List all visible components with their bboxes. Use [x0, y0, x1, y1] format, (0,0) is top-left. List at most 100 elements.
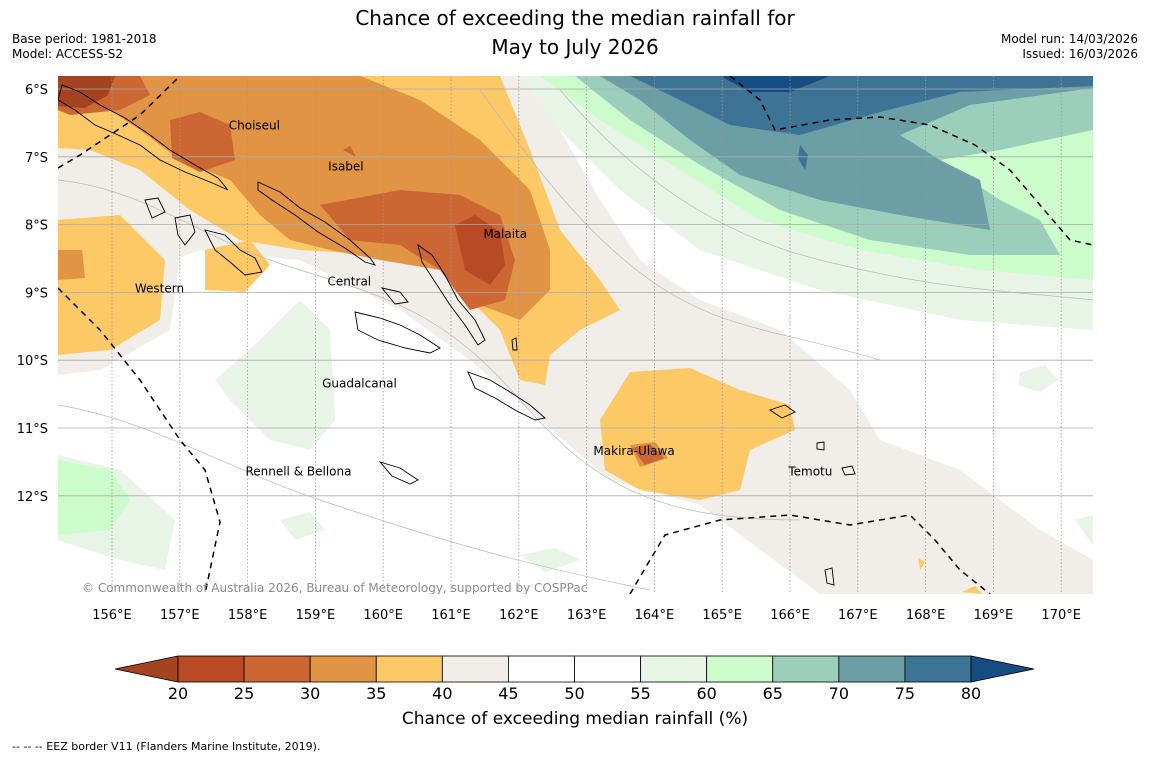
zone-35-40-spot-2 — [962, 586, 982, 594]
zone-30-35-west — [58, 250, 85, 280]
lon-label: 160°E — [363, 608, 403, 623]
colorbar-tick: 35 — [366, 684, 386, 703]
copyright: © Commonwealth of Australia 2026, Bureau… — [82, 581, 587, 595]
colorbar-tick: 75 — [895, 684, 915, 703]
title-line-2: May to July 2026 — [491, 35, 659, 59]
zone-25-30-spot — [343, 146, 356, 157]
colorbar-bin — [309, 655, 377, 683]
contour-line — [58, 404, 651, 591]
kolombangara-island — [174, 214, 196, 246]
zone-35-40-west — [58, 215, 165, 355]
meta-right: Model run: 14/03/2026 Issued: 16/03/2026 — [1001, 32, 1138, 62]
lat-label: 8°S — [25, 219, 48, 234]
colorbar: 20 25 30 35 40 45 50 55 60 65 70 75 80 — [114, 655, 1035, 703]
lon-label: 165°E — [702, 608, 742, 623]
footnote: -- -- -- EEZ border V11 (Flanders Marine… — [12, 740, 321, 753]
lon-label: 166°E — [770, 608, 810, 623]
zone-55-60-guadalcanal — [215, 300, 335, 450]
zone-55-60-small-4 — [1075, 515, 1093, 545]
colorbar-bin — [177, 655, 245, 683]
contour-line — [479, 89, 881, 361]
eez-borders — [58, 76, 1093, 594]
model-name: Model: ACCESS-S2 — [12, 47, 124, 61]
colorbar-tick: 25 — [234, 684, 254, 703]
colorbar-bin — [441, 655, 509, 683]
longitude-labels: 156°E 157°E 158°E 159°E 160°E 161°E 162°E 163°E… — [92, 608, 1081, 623]
florida-island — [380, 287, 409, 305]
zone-55-60-small-2 — [520, 548, 580, 572]
region-labels: Choiseul Isabel Malaita Western Central Guada… — [135, 119, 832, 479]
meta-left: Base period: 1981-2018 Model: ACCESS-S2 — [12, 32, 157, 62]
santa-cruz-island — [768, 404, 796, 419]
zone-55-60-small — [280, 512, 325, 540]
colorbar-bin — [772, 655, 840, 683]
lon-label: 161°E — [431, 608, 471, 623]
temotu-islet — [816, 441, 825, 451]
colorbar-bin — [243, 655, 311, 683]
issued-date: Issued: 16/03/2026 — [1022, 47, 1138, 61]
colorbar-tick: 70 — [829, 684, 849, 703]
zone-35-40-mid — [205, 240, 270, 292]
contour-line — [58, 179, 801, 521]
lon-label: 159°E — [296, 608, 336, 623]
colorbar-bin — [375, 655, 443, 683]
colorbar-tick: 45 — [498, 684, 518, 703]
lon-label: 163°E — [567, 608, 607, 623]
zone-35-40-spot — [918, 558, 925, 570]
lon-label: 164°E — [635, 608, 675, 623]
latitude-labels: 6°S 7°S 8°S 9°S 10°S 11°S 12°S — [17, 83, 48, 505]
region-label: Guadalcanal — [322, 376, 397, 390]
lat-label: 6°S — [25, 83, 48, 98]
lat-label: 10°S — [17, 354, 48, 369]
lon-label: 158°E — [228, 608, 268, 623]
islands — [58, 84, 856, 586]
title-line-1: Chance of exceeding the median rainfall … — [355, 6, 795, 30]
lon-label: 157°E — [160, 608, 200, 623]
makira-island — [467, 371, 546, 421]
colorbar-label: Chance of exceeding median rainfall (%) — [401, 709, 749, 729]
eez-border-north-east — [729, 76, 1093, 246]
colorbar-tick: 65 — [763, 684, 783, 703]
colorbar-bin — [838, 655, 906, 683]
temotu-islet-2 — [841, 465, 856, 476]
colorbar-bin — [574, 655, 641, 683]
lon-label: 169°E — [974, 608, 1014, 623]
region-label: Rennell & Bellona — [245, 464, 351, 478]
colorbar-tick: 30 — [300, 684, 320, 703]
colorbar-tick: 50 — [564, 684, 584, 703]
small-islet — [824, 567, 835, 586]
region-label: Central — [327, 275, 371, 289]
lat-label: 12°S — [17, 490, 48, 505]
zone-25-30-makira — [632, 444, 664, 465]
zone-75-80-spot — [798, 145, 808, 170]
zone-under-20-nw — [58, 76, 115, 108]
vella-island — [144, 197, 166, 219]
zone-45-50-south — [700, 440, 1093, 594]
gridlines — [58, 76, 1093, 594]
lat-label: 9°S — [25, 286, 48, 301]
zone-35-40-makira — [600, 368, 795, 500]
lon-label: 156°E — [92, 608, 132, 623]
colorbar-tick: 80 — [961, 684, 981, 703]
region-label: Makira-Ulawa — [593, 444, 674, 458]
zone-20-25-malaita — [455, 215, 505, 285]
region-label: Isabel — [328, 159, 363, 173]
contour-lines — [58, 89, 1093, 591]
lon-label: 167°E — [838, 608, 878, 623]
guadalcanal-island — [354, 311, 441, 354]
region-label: Choiseul — [229, 119, 280, 133]
colorbar-min-arrow — [114, 655, 179, 683]
map-area: Choiseul Isabel Malaita Western Central Guada… — [58, 76, 1093, 595]
colorbar-bin — [706, 655, 774, 683]
lon-label: 162°E — [499, 608, 539, 623]
colorbar-tick: 55 — [630, 684, 650, 703]
colorbar-tick: 60 — [696, 684, 716, 703]
colorbar-bin — [904, 655, 972, 683]
colorbar-bin — [640, 655, 708, 683]
model-run: Model run: 14/03/2026 — [1000, 32, 1138, 46]
region-label: Malaita — [483, 227, 527, 241]
lat-label: 7°S — [25, 151, 48, 166]
base-period: Base period: 1981-2018 — [12, 32, 157, 46]
lat-label: 11°S — [17, 422, 48, 437]
